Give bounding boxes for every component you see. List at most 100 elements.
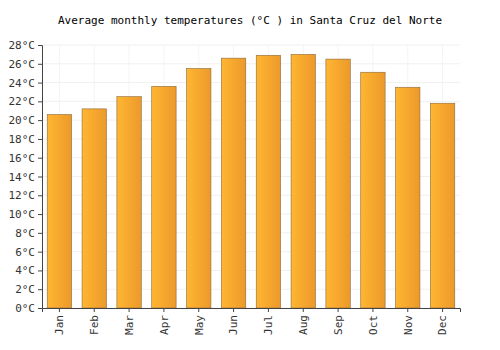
y-tick: 14°C — [9, 171, 43, 184]
x-tick-label: May — [193, 315, 206, 335]
y-tick: 20°C — [9, 114, 43, 127]
y-tick-label: 0°C — [15, 302, 35, 315]
bar — [47, 115, 71, 308]
x-tick-label: Jun — [227, 315, 240, 335]
x-tick: Sep — [332, 308, 345, 335]
x-tick: Mar — [123, 308, 136, 335]
y-tick: 18°C — [9, 133, 43, 146]
y-tick-label: 22°C — [9, 95, 36, 108]
bar — [152, 86, 176, 308]
y-tick-mark — [38, 270, 42, 271]
y-tick: 4°C — [15, 264, 42, 277]
y-tick-mark — [38, 139, 42, 140]
x-tick: Dec — [436, 308, 449, 335]
y-tick-label: 18°C — [9, 133, 36, 146]
y-tick-label: 28°C — [9, 39, 36, 52]
y-tick-mark — [38, 308, 42, 309]
x-tick-mark — [407, 308, 408, 312]
y-tick-label: 16°C — [9, 152, 36, 165]
bar — [256, 55, 280, 308]
x-tick-mark — [338, 308, 339, 312]
y-tick-mark — [38, 289, 42, 290]
y-tick-mark — [38, 120, 42, 121]
bar — [221, 58, 245, 308]
x-tick: Nov — [402, 308, 415, 335]
grid-line — [42, 63, 460, 64]
bar — [361, 72, 385, 308]
y-tick: 22°C — [9, 95, 43, 108]
bar — [396, 87, 420, 308]
x-tick-mark — [163, 308, 164, 312]
y-tick: 2°C — [15, 283, 42, 296]
y-tick-mark — [38, 252, 42, 253]
x-axis-line — [43, 309, 461, 313]
y-tick: 16°C — [9, 152, 43, 165]
y-tick: 10°C — [9, 208, 43, 221]
y-tick-mark — [38, 83, 42, 84]
bars — [47, 54, 455, 308]
x-tick: Aug — [297, 308, 310, 335]
x-tick-label: Feb — [88, 315, 101, 335]
y-tick: 26°C — [9, 58, 43, 71]
x-tick-label: Apr — [158, 315, 171, 335]
x-tick: Jul — [262, 308, 275, 335]
grid — [42, 45, 460, 308]
y-tick-mark — [38, 233, 42, 234]
y-tick-label: 8°C — [15, 227, 35, 240]
x-tick: Feb — [88, 308, 101, 335]
y-tick-label: 6°C — [15, 246, 35, 259]
bar — [326, 59, 350, 308]
bar — [117, 97, 141, 308]
y-axis: 0°C 2°C 4°C 6°C 8°C 10°C 12°C 14°C 16°C 18°C 20°C 2… — [9, 39, 43, 315]
y-tick-label: 14°C — [9, 171, 36, 184]
x-tick-mark — [198, 308, 199, 312]
x-tick-mark — [129, 308, 130, 312]
x-tick-mark — [59, 308, 60, 312]
x-axis: Jan Feb Mar Apr May Jun Jul Aug Sep Oct Nov Dec — [43, 308, 461, 335]
y-tick: 24°C — [9, 77, 43, 90]
y-tick-label: 20°C — [9, 114, 36, 127]
y-tick: 6°C — [15, 246, 42, 259]
x-tick-label: Sep — [332, 315, 345, 335]
x-tick-label: Jan — [53, 315, 66, 335]
y-tick-mark — [38, 101, 42, 102]
y-tick-label: 12°C — [9, 189, 36, 202]
x-tick-label: Nov — [402, 315, 415, 335]
x-tick-label: Mar — [123, 315, 136, 335]
bar — [82, 109, 106, 308]
x-tick: Apr — [158, 308, 171, 335]
x-tick-mark — [233, 308, 234, 312]
chart: Average monthly temperatures (°C ) in Sa… — [0, 0, 500, 350]
x-tick-label: Dec — [436, 315, 449, 335]
x-tick-mark — [303, 308, 304, 312]
bar — [430, 103, 454, 308]
x-tick-label: Jul — [262, 315, 275, 335]
y-tick-mark — [38, 158, 42, 159]
bar — [291, 54, 315, 308]
x-tick-label: Aug — [297, 315, 310, 335]
x-tick: Oct — [367, 308, 380, 335]
x-tick-mark — [372, 308, 373, 312]
x-tick: Jan — [53, 308, 66, 335]
y-tick: 12°C — [9, 189, 43, 202]
x-tick-label: Oct — [367, 315, 380, 335]
x-tick: Jun — [227, 308, 240, 335]
y-tick-mark — [38, 214, 42, 215]
plot: 0°C 2°C 4°C 6°C 8°C 10°C 12°C 14°C 16°C 18°C 20°C 2… — [9, 39, 461, 335]
x-tick-mark — [442, 308, 443, 312]
y-tick: 8°C — [15, 227, 42, 240]
y-tick-mark — [38, 177, 42, 178]
y-tick: 28°C — [9, 39, 43, 52]
grid-line — [42, 82, 460, 83]
y-tick-mark — [38, 64, 42, 65]
y-tick-label: 2°C — [15, 283, 35, 296]
y-tick-mark — [38, 195, 42, 196]
x-tick-mark — [268, 308, 269, 312]
title: Average monthly temperatures (°C ) in Sa… — [58, 14, 442, 27]
y-tick: 0°C — [15, 302, 42, 315]
bar — [187, 68, 211, 308]
y-axis-line — [38, 46, 43, 309]
y-tick-label: 10°C — [9, 208, 36, 221]
y-tick-label: 24°C — [9, 77, 36, 90]
grid-line — [42, 45, 460, 46]
